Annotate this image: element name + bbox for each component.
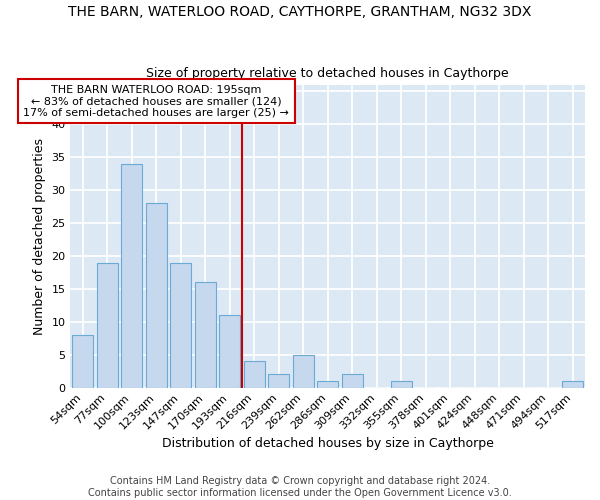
Y-axis label: Number of detached properties: Number of detached properties [33,138,46,334]
Text: THE BARN WATERLOO ROAD: 195sqm
← 83% of detached houses are smaller (124)
17% of: THE BARN WATERLOO ROAD: 195sqm ← 83% of … [23,84,289,118]
Text: THE BARN, WATERLOO ROAD, CAYTHORPE, GRANTHAM, NG32 3DX: THE BARN, WATERLOO ROAD, CAYTHORPE, GRAN… [68,5,532,19]
Bar [146,204,167,388]
X-axis label: Distribution of detached houses by size in Caythorpe: Distribution of detached houses by size … [162,437,494,450]
Bar [244,362,265,388]
Bar [317,381,338,388]
Bar [219,315,240,388]
Bar [268,374,289,388]
Bar [342,374,362,388]
Bar [195,282,215,388]
Text: Contains HM Land Registry data © Crown copyright and database right 2024.
Contai: Contains HM Land Registry data © Crown c… [88,476,512,498]
Bar [97,262,118,388]
Bar [121,164,142,388]
Bar [170,262,191,388]
Bar [72,335,93,388]
Bar [293,354,314,388]
Title: Size of property relative to detached houses in Caythorpe: Size of property relative to detached ho… [146,66,509,80]
Bar [562,381,583,388]
Bar [391,381,412,388]
